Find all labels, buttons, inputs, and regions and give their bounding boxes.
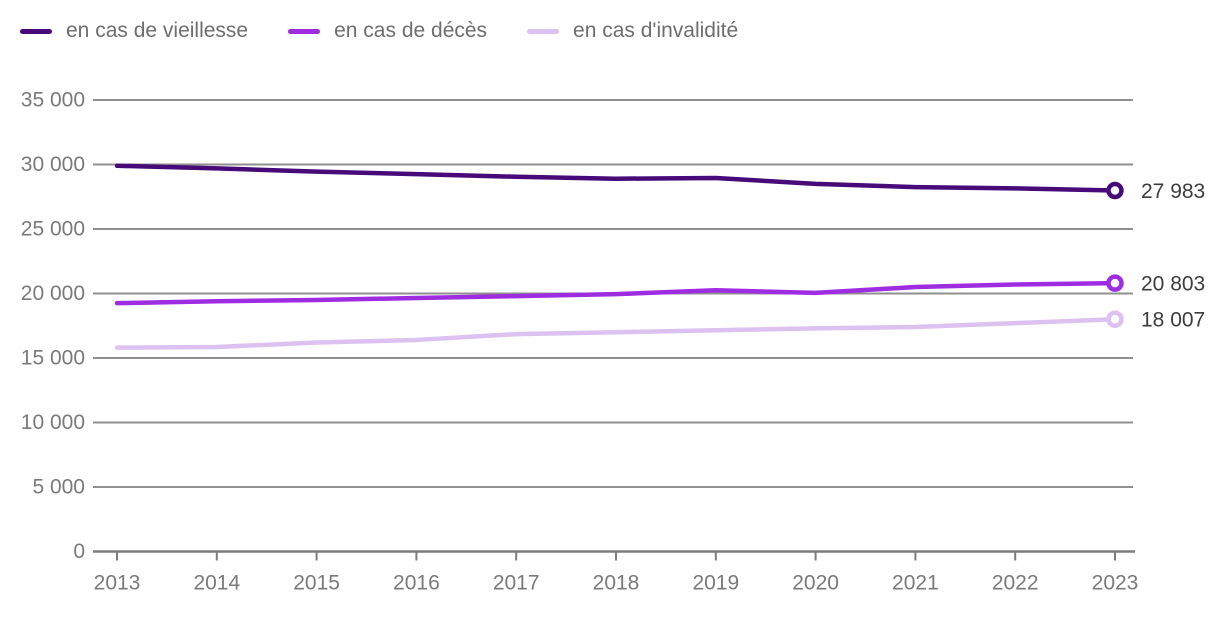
series-end-value-label-2: 18 007 — [1141, 309, 1205, 332]
legend-swatch-vieillesse-icon — [20, 28, 52, 34]
series-end-value-label-0: 27 983 — [1141, 180, 1205, 203]
x-tick-label: 2014 — [193, 572, 240, 595]
y-tick-label: 15 000 — [21, 347, 85, 370]
series-line-2[interactable] — [114, 316, 1118, 350]
x-tick-label: 2020 — [792, 572, 839, 595]
series-endpoint-marker-2[interactable] — [1106, 310, 1124, 328]
series-endpoint-marker-0[interactable] — [1106, 181, 1124, 200]
series-line-1[interactable] — [114, 280, 1118, 306]
y-tick-label: 0 — [73, 540, 85, 563]
x-tick-label: 2018 — [593, 572, 640, 595]
y-tick-label: 25 000 — [21, 218, 85, 241]
series-line-0[interactable] — [114, 163, 1118, 193]
legend-item-vieillesse[interactable]: en cas de vieillesse — [20, 18, 248, 44]
legend-item-invalidite[interactable]: en cas d'invalidité — [527, 18, 738, 44]
series-end-value-label-1: 20 803 — [1141, 273, 1205, 296]
y-tick-label: 20 000 — [21, 282, 85, 305]
legend: en cas de vieillesse en cas de décès en … — [20, 18, 738, 44]
legend-swatch-invalidite-icon — [527, 28, 560, 34]
x-tick-label: 2013 — [94, 572, 141, 595]
y-tick-label: 30 000 — [21, 153, 85, 176]
x-tick-label: 2022 — [992, 572, 1039, 595]
legend-label-deces: en cas de décès — [334, 19, 488, 42]
legend-swatch-deces-icon — [288, 28, 321, 34]
x-tick-label: 2023 — [1092, 572, 1139, 595]
x-tick-label: 2017 — [493, 572, 540, 595]
x-tick-label: 2016 — [393, 572, 440, 595]
x-tick-label: 2015 — [293, 572, 340, 595]
y-tick-label: 10 000 — [21, 411, 85, 434]
legend-item-deces[interactable]: en cas de décès — [288, 18, 487, 44]
legend-label-invalidite: en cas d'invalidité — [573, 19, 739, 42]
series-endpoint-marker-1[interactable] — [1106, 274, 1124, 292]
legend-label-vieillesse: en cas de vieillesse — [66, 19, 249, 42]
y-tick-label: 5 000 — [32, 476, 85, 499]
x-tick-label: 2021 — [892, 572, 939, 595]
x-tick-label: 2019 — [692, 572, 739, 595]
y-tick-label: 35 000 — [21, 89, 85, 112]
